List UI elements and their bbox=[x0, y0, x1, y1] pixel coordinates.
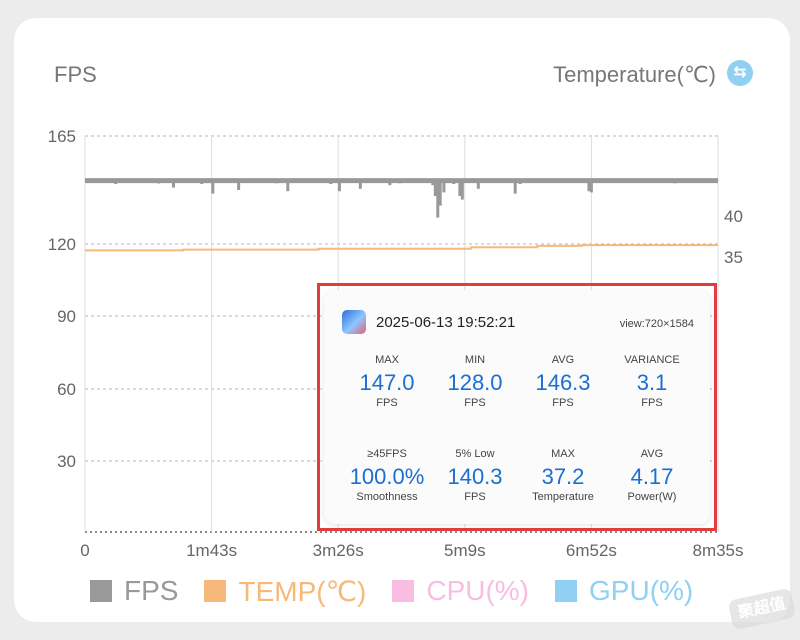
temperature-axis-title: Temperature(℃) bbox=[553, 62, 716, 87]
y-tick-left: 60 bbox=[57, 380, 76, 399]
metric-unit: FPS bbox=[376, 397, 398, 409]
legend-swatch-fps bbox=[90, 580, 112, 602]
legend-item-gpu[interactable]: GPU(%) bbox=[555, 575, 693, 607]
metric-smoothness: ≥45FPS 100.0% Smoothness bbox=[344, 448, 430, 503]
y-tick-right: 40 bbox=[724, 207, 743, 226]
metric-value: 4.17 bbox=[630, 464, 674, 489]
temperature-series-line bbox=[85, 244, 718, 252]
y-tick-left: 165 bbox=[48, 127, 76, 146]
metric-variance: VARIANCE 3.1 FPS bbox=[609, 354, 695, 409]
x-tick: 6m52s bbox=[566, 541, 617, 560]
legend-swatch-temp bbox=[204, 580, 227, 602]
metric-max-temperature: MAX 37.2 Temperature bbox=[520, 448, 606, 503]
legend-label-gpu: GPU(%) bbox=[589, 575, 694, 606]
summary-panel: 2025-06-13 19:52:21 view:720×1584 MAX 14… bbox=[324, 290, 710, 524]
game-app-icon bbox=[342, 310, 366, 334]
metric-unit: Smoothness bbox=[356, 491, 418, 503]
legend-swatch-cpu bbox=[392, 580, 415, 602]
x-tick: 3m26s bbox=[313, 541, 364, 560]
metric-label: AVG bbox=[551, 354, 575, 366]
y-tick-right: 35 bbox=[724, 248, 743, 267]
legend-label-fps: FPS bbox=[124, 575, 179, 606]
y-tick-left: 30 bbox=[57, 452, 76, 471]
metric-unit: FPS bbox=[464, 491, 486, 503]
metric-unit: FPS bbox=[641, 397, 663, 409]
x-tick: 0 bbox=[80, 541, 89, 560]
view-resolution: view:720×1584 bbox=[619, 318, 694, 330]
legend-label-temp: TEMP(℃) bbox=[238, 575, 367, 607]
metric-value: 146.3 bbox=[535, 370, 591, 395]
metric-unit: Temperature bbox=[532, 491, 594, 503]
fps-axis-title: FPS bbox=[54, 62, 97, 87]
session-timestamp: 2025-06-13 19:52:21 bbox=[376, 314, 516, 331]
legend: FPS TEMP(℃) CPU(%) GPU(%) bbox=[90, 573, 719, 609]
metric-label: VARIANCE bbox=[624, 354, 680, 366]
metric-value: 147.0 bbox=[359, 370, 415, 395]
metric-value: 128.0 bbox=[447, 370, 503, 395]
metric-value: 140.3 bbox=[447, 464, 503, 489]
x-tick: 1m43s bbox=[186, 541, 237, 560]
x-tick: 8m35s bbox=[692, 541, 743, 560]
metric-value: 100.0% bbox=[349, 464, 425, 489]
metric-min-fps: MIN 128.0 FPS bbox=[432, 354, 518, 409]
metric-label: MAX bbox=[375, 354, 399, 366]
metric-value: 3.1 bbox=[636, 370, 668, 395]
legend-item-fps[interactable]: FPS bbox=[90, 575, 178, 607]
metric-5pct-low: 5% Low 140.3 FPS bbox=[432, 448, 518, 503]
legend-label-cpu: CPU(%) bbox=[426, 575, 530, 606]
metric-avg-fps: AVG 146.3 FPS bbox=[520, 354, 606, 409]
y-tick-left: 120 bbox=[48, 235, 76, 254]
metric-label: MAX bbox=[551, 448, 575, 460]
swap-arrows-icon[interactable]: ⇆ bbox=[727, 60, 753, 86]
legend-swatch-gpu bbox=[555, 580, 578, 602]
metric-unit: FPS bbox=[552, 397, 574, 409]
metric-label: 5% Low bbox=[455, 448, 495, 460]
metric-value: 37.2 bbox=[541, 464, 585, 489]
metric-label: ≥45FPS bbox=[367, 448, 407, 460]
summary-highlight-box: 2025-06-13 19:52:21 view:720×1584 MAX 14… bbox=[317, 283, 717, 531]
legend-item-temp[interactable]: TEMP(℃) bbox=[204, 575, 366, 608]
metric-label: AVG bbox=[640, 448, 664, 460]
legend-item-cpu[interactable]: CPU(%) bbox=[392, 575, 529, 607]
metric-unit: Power(W) bbox=[627, 491, 677, 503]
y-tick-left: 90 bbox=[57, 307, 76, 326]
x-tick: 5m9s bbox=[444, 541, 486, 560]
metric-label: MIN bbox=[464, 354, 486, 366]
metric-unit: FPS bbox=[464, 397, 486, 409]
metric-avg-power: AVG 4.17 Power(W) bbox=[609, 448, 695, 503]
metric-max-fps: MAX 147.0 FPS bbox=[344, 354, 430, 409]
